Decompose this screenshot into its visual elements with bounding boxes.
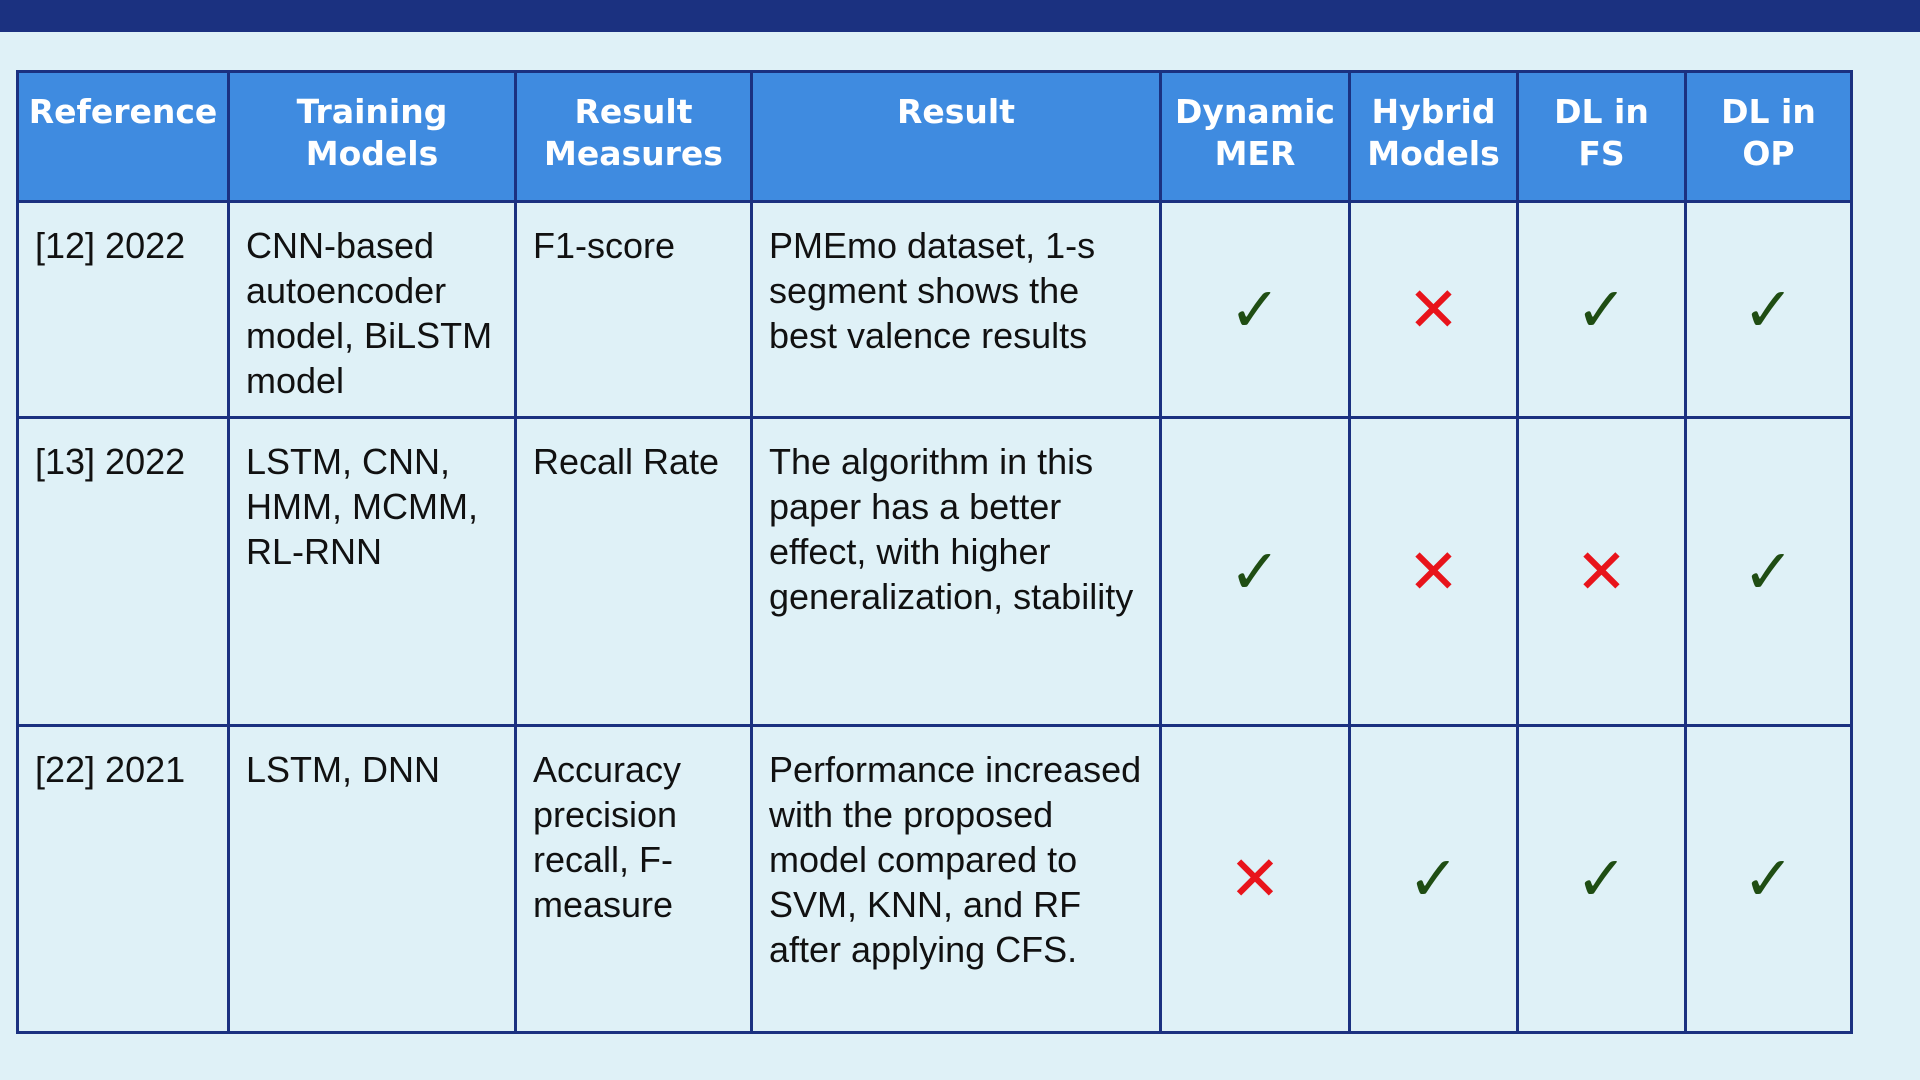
header-result-measures: Result Measures [514, 70, 753, 203]
header-row: Reference Training Models Result Measure… [16, 70, 1853, 203]
table-row: [22] 2021 LSTM, DNN Accuracy precision r… [16, 724, 1853, 1034]
cell-dynamic-mer: ✓ [1159, 200, 1351, 419]
header-reference: Reference [16, 70, 230, 203]
cell-reference: [22] 2021 [16, 724, 230, 1034]
cell-result: The algorithm in this paper has a better… [750, 416, 1162, 727]
cell-dl-in-op: ✓ [1684, 200, 1853, 419]
cross-icon: ✕ [1575, 534, 1628, 608]
cell-result-measures: F1-score [514, 200, 753, 419]
cell-result: Performance increased with the proposed … [750, 724, 1162, 1034]
cell-training-models: LSTM, DNN [227, 724, 517, 1034]
check-icon: ✓ [1742, 534, 1795, 608]
header-dl-in-fs: DL in FS [1516, 70, 1687, 203]
cell-dl-in-fs: ✓ [1516, 200, 1687, 419]
cell-hybrid-models: ✓ [1348, 724, 1519, 1034]
table-row: [12] 2022 CNN-based autoencoder model, B… [16, 200, 1853, 419]
cell-dl-in-op: ✓ [1684, 724, 1853, 1034]
check-icon: ✓ [1742, 272, 1795, 346]
cell-result-measures: Recall Rate [514, 416, 753, 727]
cell-result: PMEmo dataset, 1-s segment shows the bes… [750, 200, 1162, 419]
cell-reference: [12] 2022 [16, 200, 230, 419]
check-icon: ✓ [1742, 842, 1795, 915]
cell-training-models: LSTM, CNN, HMM, MCMM, RL-RNN [227, 416, 517, 727]
top-bar [0, 0, 1920, 32]
check-icon: ✓ [1575, 272, 1628, 346]
check-icon: ✓ [1229, 272, 1281, 346]
cell-training-models: CNN-based autoencoder model, BiLSTM mode… [227, 200, 517, 419]
cross-icon: ✕ [1407, 534, 1460, 608]
cross-icon: ✕ [1407, 272, 1460, 346]
cell-hybrid-models: ✕ [1348, 416, 1519, 727]
check-icon: ✓ [1407, 842, 1460, 915]
cell-hybrid-models: ✕ [1348, 200, 1519, 419]
header-training-models: Training Models [227, 70, 517, 203]
check-icon: ✓ [1229, 534, 1281, 608]
cross-icon: ✕ [1229, 842, 1281, 915]
cell-result-measures: Accuracy precision recall, F-measure [514, 724, 753, 1034]
comparison-table: Reference Training Models Result Measure… [16, 70, 1853, 1034]
header-hybrid-models: Hybrid Models [1348, 70, 1519, 203]
cell-reference: [13] 2022 [16, 416, 230, 727]
header-result: Result [750, 70, 1162, 203]
table-row: [13] 2022 LSTM, CNN, HMM, MCMM, RL-RNN R… [16, 416, 1853, 727]
cell-dynamic-mer: ✕ [1159, 724, 1351, 1034]
cell-dl-in-fs: ✕ [1516, 416, 1687, 727]
check-icon: ✓ [1575, 842, 1628, 915]
cell-dynamic-mer: ✓ [1159, 416, 1351, 727]
cell-dl-in-op: ✓ [1684, 416, 1853, 727]
header-dl-in-op: DL in OP [1684, 70, 1853, 203]
header-dynamic-mer: Dynamic MER [1159, 70, 1351, 203]
cell-dl-in-fs: ✓ [1516, 724, 1687, 1034]
